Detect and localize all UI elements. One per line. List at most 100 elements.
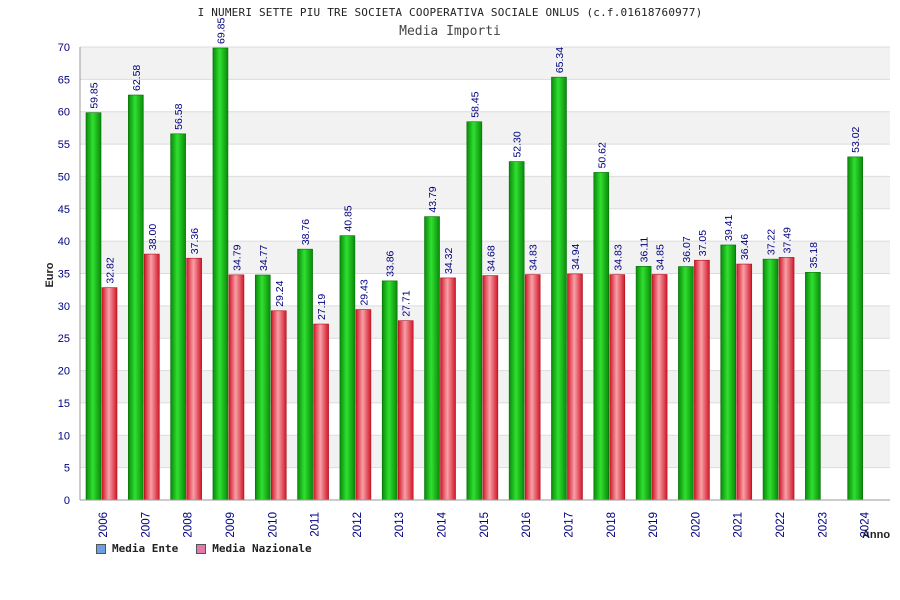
chart-legend: Media Ente Media Nazionale xyxy=(96,542,312,555)
y-tick-label: 60 xyxy=(58,107,70,119)
x-tick-label: 2012 xyxy=(352,512,364,538)
bar-media-nazionale xyxy=(228,274,245,501)
data-label-media-nazionale: 38.00 xyxy=(147,224,159,250)
y-tick-label: 20 xyxy=(58,366,70,378)
data-label-media-nazionale: 36.46 xyxy=(739,234,751,260)
bar-media-ente xyxy=(170,133,186,501)
bar-media-nazionale xyxy=(101,287,118,501)
data-label-media-ente: 52.30 xyxy=(512,131,524,157)
bar-media-nazionale xyxy=(736,263,753,501)
y-tick-label: 10 xyxy=(58,430,70,442)
bar-media-ente xyxy=(551,76,567,501)
data-label-media-ente: 34.77 xyxy=(258,245,270,271)
x-tick-label: 2015 xyxy=(479,512,491,538)
data-label-media-nazionale: 27.19 xyxy=(316,294,328,320)
bar-media-ente xyxy=(762,258,779,501)
bar-media-nazionale xyxy=(482,275,499,501)
data-label-media-nazionale: 34.68 xyxy=(485,245,497,271)
y-tick-label: 15 xyxy=(58,398,70,410)
bar-media-nazionale xyxy=(186,257,202,501)
x-tick-label: 2016 xyxy=(521,512,533,538)
bar-media-ente xyxy=(593,172,610,501)
x-tick-label: 2022 xyxy=(775,512,787,538)
x-tick-label: 2021 xyxy=(733,512,745,538)
bar-media-nazionale xyxy=(609,274,626,501)
x-tick-label: 2017 xyxy=(563,512,575,538)
data-label-media-nazionale: 34.83 xyxy=(612,244,624,270)
y-axis-label: Euro xyxy=(44,262,56,287)
bar-media-nazionale xyxy=(144,253,160,501)
bar-media-ente xyxy=(678,266,694,501)
data-label-media-ente: 62.58 xyxy=(131,65,143,91)
bar-media-nazionale xyxy=(355,309,372,501)
data-label-media-nazionale: 34.79 xyxy=(231,244,243,270)
data-label-media-ente: 35.18 xyxy=(808,242,820,268)
data-label-media-ente: 69.85 xyxy=(215,18,227,44)
x-tick-label: 2011 xyxy=(310,512,322,537)
bar-media-nazionale xyxy=(397,320,414,501)
chart-title: I NUMERI SETTE PIU TRE SOCIETA COOPERATI… xyxy=(197,6,703,19)
legend-label-media-nazionale: Media Nazionale xyxy=(212,542,312,555)
data-label-media-nazionale: 27.71 xyxy=(401,290,413,316)
bar-media-ente xyxy=(635,266,652,501)
data-label-media-ente: 40.85 xyxy=(342,205,354,231)
grid-band xyxy=(80,111,890,145)
bar-media-nazionale xyxy=(524,274,541,501)
y-tick-label: 5 xyxy=(64,463,70,475)
bar-media-nazionale xyxy=(778,257,795,501)
bar-media-ente xyxy=(720,244,737,501)
data-label-media-nazionale: 29.24 xyxy=(274,280,286,306)
data-label-media-nazionale: 37.05 xyxy=(697,230,709,256)
legend-swatch-media-ente xyxy=(96,543,106,554)
bar-media-ente xyxy=(847,156,863,501)
x-tick-label: 2018 xyxy=(606,512,618,538)
bar-media-nazionale xyxy=(567,273,583,501)
legend-item-media-nazionale: Media Nazionale xyxy=(196,542,312,555)
data-label-media-ente: 65.34 xyxy=(554,47,566,73)
x-axis-label: Anno xyxy=(862,529,890,541)
data-label-media-nazionale: 29.43 xyxy=(358,279,370,305)
x-tick-label: 2008 xyxy=(183,512,195,538)
grid-band xyxy=(80,176,890,209)
data-label-media-ente: 59.85 xyxy=(89,82,101,108)
data-label-media-ente: 36.07 xyxy=(681,236,693,262)
x-tick-label: 2024 xyxy=(860,511,872,537)
bar-media-ente xyxy=(381,280,398,501)
x-tick-label: 2019 xyxy=(648,512,660,538)
legend-item-media-ente: Media Ente xyxy=(96,542,178,555)
data-label-media-ente: 38.76 xyxy=(300,219,312,245)
bar-media-ente xyxy=(339,235,356,501)
bar-media-ente xyxy=(212,47,229,501)
data-label-media-nazionale: 34.83 xyxy=(528,244,540,270)
data-label-media-nazionale: 37.49 xyxy=(782,227,794,253)
grid-band xyxy=(80,47,890,80)
bar-media-ente xyxy=(466,121,483,501)
legend-swatch-media-nazionale xyxy=(196,543,207,554)
x-tick-label: 2009 xyxy=(225,512,237,538)
data-label-media-ente: 50.62 xyxy=(596,142,608,168)
bar-media-ente xyxy=(424,216,440,501)
legend-label-media-ente: Media Ente xyxy=(112,542,179,555)
x-tick-label: 2023 xyxy=(817,512,829,538)
x-tick-label: 2006 xyxy=(98,512,110,538)
y-tick-label: 50 xyxy=(58,171,70,183)
bar-media-nazionale xyxy=(270,310,287,501)
data-label-media-ente: 56.58 xyxy=(173,103,185,129)
bar-media-ente xyxy=(85,112,102,501)
y-tick-label: 0 xyxy=(64,495,70,507)
data-label-media-nazionale: 34.85 xyxy=(655,244,667,270)
y-tick-label: 65 xyxy=(58,74,70,86)
data-label-media-ente: 43.79 xyxy=(427,186,439,212)
data-label-media-nazionale: 34.32 xyxy=(443,247,455,273)
bar-media-nazionale xyxy=(694,259,710,501)
data-label-media-ente: 53.02 xyxy=(850,126,862,152)
bar-media-nazionale xyxy=(440,277,456,501)
data-label-media-ente: 33.86 xyxy=(385,250,397,276)
bar-media-ente xyxy=(297,248,313,501)
bar-media-ente xyxy=(508,161,525,501)
y-tick-label: 55 xyxy=(58,139,70,151)
y-tick-label: 25 xyxy=(58,333,70,345)
data-label-media-ente: 39.41 xyxy=(723,215,735,241)
bar-media-ente xyxy=(805,272,821,501)
